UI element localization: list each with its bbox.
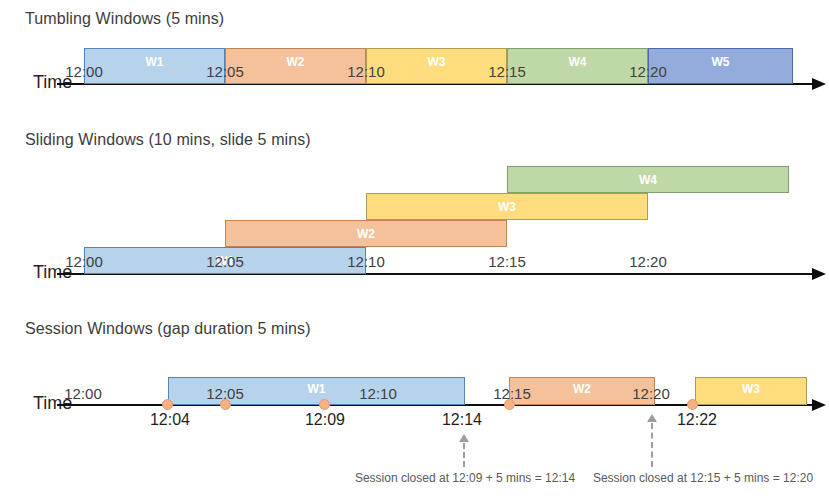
sliding-window-w4: W4 <box>507 166 789 193</box>
sliding-tick-1200: 12:00 <box>56 254 112 270</box>
tumbling-axis-arrowhead-icon <box>812 78 826 90</box>
window-label: W2 <box>357 227 375 241</box>
tumbling-tick-1215: 12:15 <box>479 64 535 80</box>
tumbling-section-title: Tumbling Windows (5 mins) <box>25 10 224 28</box>
session-tick-1210: 12:10 <box>350 386 406 402</box>
event-dot-1205 <box>220 399 231 410</box>
window-label: W5 <box>712 55 730 69</box>
event-label-1222: 12:22 <box>665 411 729 428</box>
window-label: W2 <box>573 382 591 396</box>
session-close-label-1214: 12:14 <box>430 411 494 428</box>
window-label: W1 <box>146 55 164 69</box>
session-window-w3: W3 <box>695 377 807 405</box>
session-section-title: Session Windows (gap duration 5 mins) <box>25 320 311 338</box>
session-closed-annotation-2: Session closed at 12:15 + 5 mins = 12:20 <box>578 471 828 485</box>
up-arrow-icon <box>459 434 469 442</box>
window-label: W3 <box>498 200 516 214</box>
tumbling-tick-1200: 12:00 <box>56 64 112 80</box>
window-label: W4 <box>569 55 587 69</box>
sliding-tick-1205: 12:05 <box>197 254 253 270</box>
event-dot-1222 <box>687 399 698 410</box>
window-label: W3 <box>742 382 760 396</box>
event-dot-1204 <box>162 399 173 410</box>
sliding-window-w2: W2 <box>225 220 507 247</box>
up-arrow-icon <box>647 414 657 422</box>
event-label-1204: 12:04 <box>138 411 202 428</box>
sliding-section-title: Sliding Windows (10 mins, slide 5 mins) <box>25 131 311 149</box>
event-dot-1215 <box>504 399 515 410</box>
sliding-tick-1220: 12:20 <box>620 254 676 270</box>
session-axis-arrowhead-icon <box>812 399 826 411</box>
event-label-1209: 12:09 <box>293 411 357 428</box>
tumbling-tick-1205: 12:05 <box>197 64 253 80</box>
session-tick-1220: 12:20 <box>623 386 679 402</box>
sliding-tick-1215: 12:15 <box>479 254 535 270</box>
sliding-tick-1210: 12:10 <box>338 254 394 270</box>
window-label: W4 <box>639 173 657 187</box>
window-label: W2 <box>287 55 305 69</box>
dashed-pointer-line <box>651 423 653 467</box>
sliding-window-w3: W3 <box>366 193 648 220</box>
tumbling-tick-1220: 12:20 <box>620 64 676 80</box>
windowing-diagram: Tumbling Windows (5 mins) Time W1 W2 W3 … <box>0 0 829 498</box>
dashed-pointer-line <box>463 443 465 467</box>
sliding-axis-arrowhead-icon <box>812 268 826 280</box>
session-tick-1200: 12:00 <box>55 386 111 402</box>
event-dot-1209 <box>319 399 330 410</box>
window-label: W3 <box>428 55 446 69</box>
window-label: W1 <box>308 382 326 396</box>
tumbling-tick-1210: 12:10 <box>338 64 394 80</box>
session-closed-annotation-1: Session closed at 12:09 + 5 mins = 12:14 <box>340 471 590 485</box>
